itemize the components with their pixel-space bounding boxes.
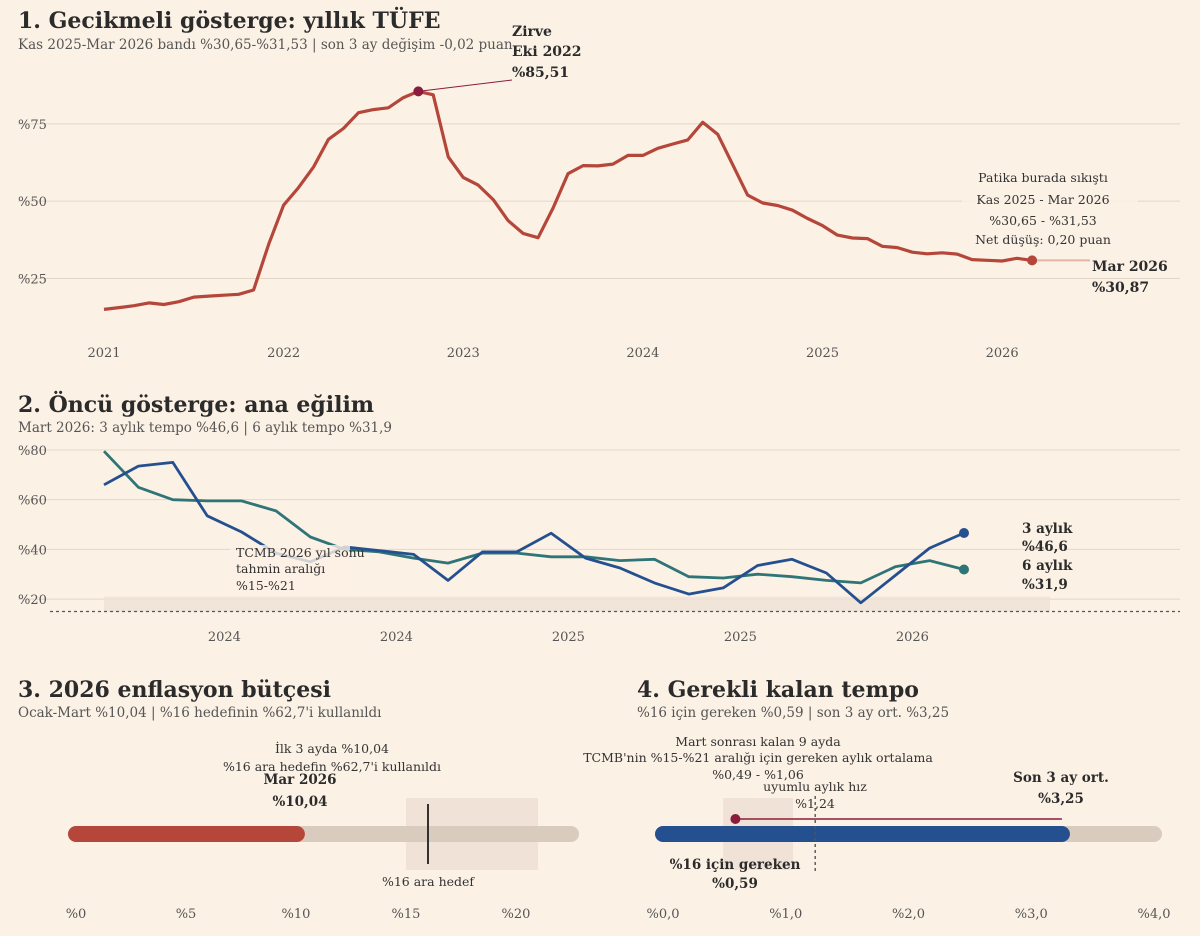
- average-label-name: Son 3 ay ort.: [1013, 770, 1109, 786]
- y-tick-label: %60: [18, 494, 47, 509]
- x-tick-label: 2022: [267, 346, 300, 361]
- panel-1-y-ticks: %25 %50 %75: [18, 118, 47, 288]
- x-tick-label: 2026: [986, 346, 1019, 361]
- x-tick-label: %0,0: [646, 907, 679, 922]
- six-month-label-name: 6 aylık: [1022, 558, 1073, 574]
- pace-note-line-2: TCMB'nin %15-%21 aralığı için gereken ay…: [583, 750, 933, 765]
- cpi-series-line: [103, 89, 1033, 311]
- pace-marker-label-2: %1,24: [795, 796, 835, 811]
- panel-1-x-ticks: 2021 2022 2023 2024 2025 2026: [87, 346, 1018, 361]
- budget-note-line-2: %16 ara hedefin %62,7'i kullanıldı: [223, 759, 441, 774]
- peak-label-title: Zirve: [512, 24, 552, 40]
- panel-3-title: 3. 2026 enflasyon bütçesi: [18, 677, 331, 703]
- six-month-series-line: [102, 450, 965, 585]
- budget-note-line-1: İlk 3 ayda %10,04: [275, 741, 389, 756]
- three-month-label-name: 3 aylık: [1022, 521, 1073, 537]
- panel-4-subtitle: %16 için gereken %0,59 | son 3 ay ort. %…: [637, 705, 949, 721]
- peak-leader-line: [418, 79, 513, 92]
- required-pace-point: [730, 814, 741, 824]
- panel-3-subtitle: Ocak-Mart %10,04 | %16 hedefinin %62,7'i…: [18, 705, 382, 721]
- panel-2-subtitle: Mart 2026: 3 aylık tempo %46,6 | 6 aylık…: [18, 420, 392, 436]
- required-label-value: %0,59: [712, 876, 758, 892]
- x-tick-label: %4,0: [1137, 907, 1170, 922]
- panel-2-title: 2. Öncü gösterge: ana eğilim: [18, 390, 374, 418]
- target-band: [104, 596, 1050, 612]
- required-label-name: %16 için gereken: [670, 857, 801, 873]
- y-tick-label: %50: [18, 195, 47, 210]
- last-label-value: %30,87: [1092, 280, 1149, 296]
- three-month-series-line: [103, 461, 965, 605]
- x-tick-label: 2025: [806, 346, 839, 361]
- panel-2-gridlines: [18, 449, 1180, 600]
- panel-3-x-ticks: %0 %5 %10 %15 %20: [66, 907, 531, 922]
- peak-point: [413, 86, 424, 97]
- y-tick-label: %20: [18, 593, 47, 608]
- x-tick-label: 2025: [552, 630, 585, 645]
- band-note-backdrop-2: [230, 545, 350, 595]
- y-tick-label: %40: [18, 543, 47, 558]
- panel-2-x-ticks: 2024 2024 2025 2025 2026: [208, 630, 929, 645]
- peak-label-value: %85,51: [512, 65, 569, 81]
- panel-1-title: 1. Gecikmeli gösterge: yıllık TÜFE: [18, 6, 440, 34]
- x-tick-label: %20: [502, 907, 531, 922]
- budget-value-name: Mar 2026: [263, 772, 336, 788]
- x-tick-label: 2024: [208, 630, 241, 645]
- y-tick-label: %80: [18, 444, 47, 459]
- band-note-line-1: Patika burada sıkıştı: [978, 170, 1108, 185]
- x-tick-label: 2024: [626, 346, 659, 361]
- last-point: [1027, 255, 1038, 266]
- six-month-label-value: %31,9: [1022, 577, 1068, 593]
- band-note-line-4: Net düşüş: 0,20 puan: [975, 232, 1111, 247]
- panel-1-subtitle: Kas 2025-Mar 2026 bandı %30,65-%31,53 | …: [18, 37, 513, 53]
- band-note-backdrop: [962, 186, 1138, 248]
- average-label-value: %3,25: [1038, 791, 1084, 807]
- x-tick-label: %2,0: [892, 907, 925, 922]
- panel-3-budget: 3. 2026 enflasyon bütçesi Ocak-Mart %10,…: [18, 677, 579, 922]
- panel-4-pace: 4. Gerekli kalan tempo %16 için gereken …: [583, 677, 1170, 922]
- x-tick-label: %5: [176, 907, 197, 922]
- target-band-note-line-2: tahmin aralığı: [236, 561, 325, 576]
- band-note-line-3: %30,65 - %31,53: [989, 213, 1097, 228]
- x-tick-label: 2024: [380, 630, 413, 645]
- x-tick-label: 2025: [724, 630, 757, 645]
- pace-note-line-1: Mart sonrası kalan 9 ayda: [675, 734, 841, 749]
- target-band-note-line-1: TCMB 2026 yıl sonu: [236, 545, 365, 560]
- x-tick-label: %0: [66, 907, 87, 922]
- panel-2-y-ticks: %20 %40 %60 %80: [18, 444, 47, 608]
- x-tick-label: 2023: [447, 346, 480, 361]
- last-label-date: Mar 2026: [1092, 259, 1168, 275]
- x-tick-label: %15: [392, 907, 421, 922]
- panel-2-trend: 2. Öncü gösterge: ana eğilim Mart 2026: …: [18, 390, 1180, 645]
- y-tick-label: %25: [18, 273, 47, 288]
- x-tick-label: 2026: [896, 630, 929, 645]
- budget-target-label: %16 ara hedef: [382, 874, 475, 889]
- y-tick-label: %75: [18, 118, 47, 133]
- panel-1-cpi: 1. Gecikmeli gösterge: yıllık TÜFE Kas 2…: [18, 6, 1180, 361]
- x-tick-label: %3,0: [1015, 907, 1048, 922]
- peak-label-date: Eki 2022: [512, 44, 582, 60]
- budget-value-label: %10,04: [272, 794, 327, 810]
- three-month-label-value: %46,6: [1022, 539, 1068, 555]
- pace-marker-label-1: uyumlu aylık hız: [763, 779, 867, 794]
- x-tick-label: 2021: [87, 346, 120, 361]
- panel-4-x-ticks: %0,0 %1,0 %2,0 %3,0 %4,0: [646, 907, 1170, 922]
- panel-4-title: 4. Gerekli kalan tempo: [637, 677, 919, 703]
- three-month-last-point: [959, 527, 969, 538]
- pace-note-line-3: %0,49 - %1,06: [712, 767, 804, 782]
- six-month-last-point: [959, 564, 969, 575]
- x-tick-label: %10: [282, 907, 311, 922]
- target-band-note-line-3: %15-%21: [236, 578, 296, 593]
- x-tick-label: %1,0: [769, 907, 802, 922]
- band-note-line-2: Kas 2025 - Mar 2026: [976, 192, 1109, 207]
